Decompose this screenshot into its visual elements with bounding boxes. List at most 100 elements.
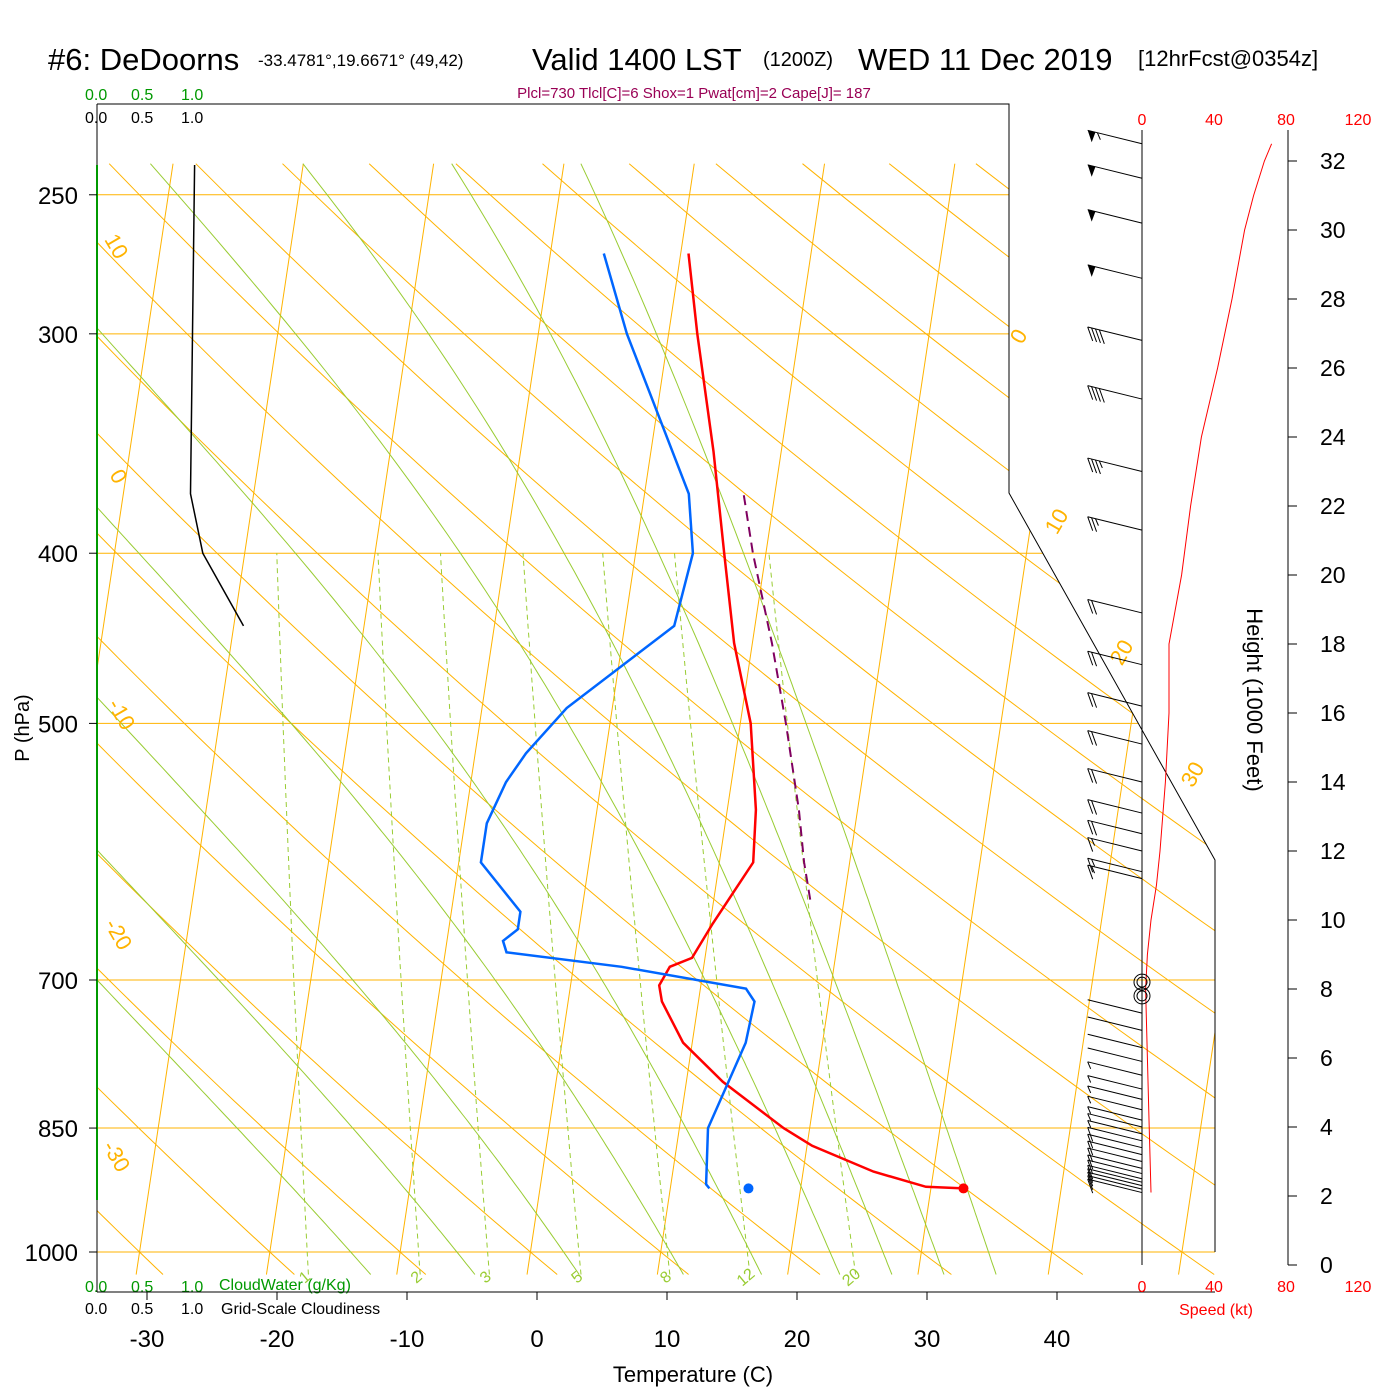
wind-barb-shaft [1087,999,1143,1014]
moist-adiabat [97,163,476,1275]
wind-barb-flag [1087,1165,1094,1180]
wind-barb-half-flag [1098,460,1103,469]
wind-barb-flag [1091,693,1098,708]
wind-barb-half-flag [1087,1120,1092,1128]
x-tick-label: 20 [784,1326,811,1353]
wind-barb-flag [1094,328,1101,344]
isotherm-label: 30 [1176,757,1210,791]
wind-barb-flag [1091,386,1098,401]
moist-adiabat [150,163,841,1275]
wind-barb-shaft [1087,819,1143,835]
wind-barb-flag [1087,820,1094,835]
wind-barb-flag [1091,731,1098,746]
mixing-ratio-line [276,553,309,1275]
mixing-ratio-label: 20 [839,1265,864,1290]
moist-adiabat [97,163,684,1275]
dry-adiabat [97,163,1215,1275]
moist-adiabat [580,163,997,1275]
mixing-ratio-label: 5 [569,1268,587,1287]
wind-barb-half-flag [1096,132,1101,140]
surface-dewpoint-marker [743,1183,754,1194]
wind-speed-line [1145,143,1273,1193]
cloud-profile [189,164,245,627]
sounding-indices: Plcl=730 Tlcl[C]=6 Shox=1 Pwat[cm]=2 Cap… [517,85,871,102]
cloud-profile-line [189,164,245,627]
wind-barb-shaft [1087,1133,1143,1149]
x-tick-label: -10 [390,1326,425,1353]
wind-barb-shaft [1087,457,1143,472]
dry-adiabat [455,163,1215,1275]
cloud-scale-top: 0.0 0.5 1.0 0.0 0.5 1.0 [85,87,203,127]
mixing-ratio-label: 12 [734,1265,759,1290]
wind-panel: 0040408080120120024681012141618202224262… [1087,112,1372,1296]
wind-barb-shaft [1087,1164,1143,1180]
isotherm-label: -10 [103,694,141,734]
mixing-ratio-line [377,553,421,1275]
wind-barb-shaft [1087,864,1143,880]
dry-adiabat [715,163,1215,1275]
height-tick-label: 14 [1320,769,1346,795]
wind-barb-flag [1091,821,1098,836]
wind-barb-flag [1091,769,1098,784]
wind-barb-half-flag [1087,1096,1092,1104]
dry-adiabat [108,163,1215,1275]
dry-adiabat [368,163,1215,1275]
wind-barb-flag [1091,800,1098,815]
wind-barb-shaft [1087,385,1143,400]
cloudiness-label: Grid-Scale Cloudiness [221,1301,380,1318]
wind-barb-flag [1087,1147,1094,1163]
wind-barb-shaft [1087,1140,1143,1156]
dry-adiabat [97,163,295,1275]
wind-barb-shaft [1087,209,1143,224]
wind-barb-shaft [1087,1095,1143,1111]
surface-temperature-marker [958,1183,969,1194]
isotherm-label: 0 [105,465,133,488]
speed-tick-top: 120 [1345,112,1372,129]
wind-barb-half-flag [1091,865,1096,874]
wind-barb-shaft [1087,1106,1143,1121]
height-tick-label: 4 [1320,1114,1333,1140]
dry-adiabat [1062,163,1215,1275]
parcel-line [742,493,812,900]
calm-wind-marker [1133,973,1151,991]
wind-barb-half-flag [1091,859,1096,867]
moist-adiabat [302,163,893,1275]
wind-barb-pennant [1087,164,1096,177]
wind-barb-flag [1087,1134,1094,1149]
forecast-info: [12hrFcst@0354z] [1138,46,1318,71]
mixing-ratio-line [674,553,751,1275]
wind-barb-flag [1087,599,1094,614]
cloud-scale-bottom-black-2: 1.0 [181,1301,203,1318]
station-title: #6: DeDoorns [48,42,239,77]
wind-barb-flag [1091,327,1098,343]
cloud-scale-top-green-2: 1.0 [181,87,203,104]
speed-tick-top: 40 [1205,112,1223,129]
y-tick-label: 1000 [25,1240,78,1267]
wind-barb-shaft [1087,1126,1143,1142]
wind-barb-shaft [1087,857,1143,873]
wind-barb-shaft [1087,692,1143,707]
speed-tick-top: 80 [1277,112,1295,129]
height-tick-label: 0 [1320,1252,1333,1278]
dry-adiabat [282,163,1215,1275]
wind-barb-flag [1087,516,1094,531]
speed-tick-bottom: 40 [1205,1279,1223,1296]
valid-time: Valid 1400 LST [532,42,742,77]
mixing-ratio-line [440,553,490,1275]
isotherm-40 [1047,163,1215,1275]
wind-barb-flag [1091,600,1098,615]
wind-barb-flag [1087,864,1094,880]
cloudwater-label: CloudWater (g/Kg) [219,1277,351,1294]
wind-barb-flag [1094,459,1101,475]
wind-barb-shaft [1087,129,1143,145]
moist-adiabat [451,163,945,1275]
y-tick-label: 250 [38,183,78,210]
y-tick-label: 400 [38,541,78,568]
cloud-scale-top-green-0: 0.0 [85,87,107,104]
wind-barb-shaft [1087,1159,1143,1175]
wind-barb-shaft [1087,768,1143,783]
wind-barb-shaft [1087,1061,1143,1076]
y-tick-label: 300 [38,322,78,349]
wind-barb-flag [1087,1175,1094,1190]
wind-barb-flag [1087,1168,1094,1183]
